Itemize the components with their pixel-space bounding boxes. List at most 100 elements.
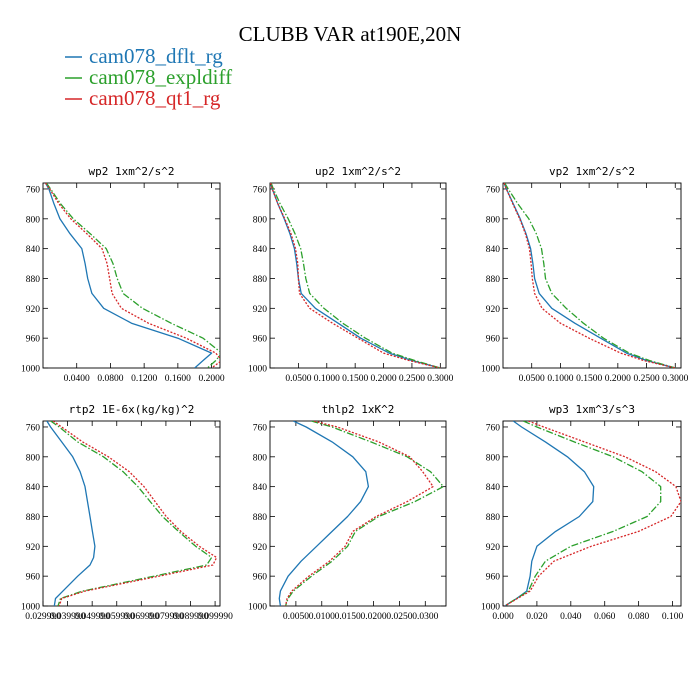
x-tick-label: 0.039990 (50, 612, 86, 622)
legend-label: cam078_expldiff (89, 65, 232, 89)
y-tick-label: 920 (253, 543, 268, 553)
x-tick-label: 0.0400 (64, 374, 90, 384)
y-tick-label: 800 (26, 453, 41, 463)
y-tick-label: 1000 (248, 365, 267, 375)
legend-entry: cam078_qt1_rg (65, 86, 221, 110)
series-line (45, 183, 220, 368)
series-line (44, 183, 213, 368)
series-line (270, 183, 441, 368)
y-tick-label: 1000 (21, 603, 40, 613)
plot-frame (269, 420, 447, 607)
series-line (503, 183, 676, 368)
series-line (284, 421, 434, 606)
plot-frame (502, 182, 682, 369)
y-tick-label: 920 (486, 305, 501, 315)
y-tick-label: 760 (253, 423, 268, 433)
x-tick-label: 0.1000 (314, 374, 340, 384)
y-tick-label: 840 (486, 483, 501, 493)
legend-entry: cam078_dflt_rg (65, 44, 223, 68)
x-tick-label: 0.1500 (576, 374, 602, 384)
y-tick-label: 1000 (21, 365, 40, 375)
x-tick-label: 0.0300 (412, 612, 438, 622)
x-tick-label: 0.0800 (97, 374, 123, 384)
panel: wp2 1xm^2/s^2 760 800 840 880 920 960 1000 0.040… (21, 165, 225, 384)
plot-frame (269, 182, 447, 369)
series-line (504, 421, 595, 606)
panel-title: wp2 1xm^2/s^2 (88, 165, 174, 178)
y-tick-label: 880 (26, 513, 41, 523)
series-line (504, 183, 676, 368)
x-tick-label: 0.080 (628, 612, 650, 622)
plot-frame (42, 420, 221, 607)
y-tick-label: 840 (253, 483, 268, 493)
figure-title: CLUBB VAR at190E,20N (239, 22, 462, 46)
plot-frame (502, 420, 682, 607)
x-tick-label: 0.020 (526, 612, 548, 622)
y-tick-label: 960 (486, 573, 501, 583)
x-tick-label: 0.069990 (124, 612, 160, 622)
y-tick-label: 840 (253, 245, 268, 255)
legend: cam078_dflt_rg cam078_expldiff cam078_qt… (65, 44, 232, 110)
panel: vp2 1xm^2/s^2 760 800 840 880 920 960 1000 0.050… (481, 165, 689, 384)
y-tick-label: 920 (253, 305, 268, 315)
panel: wp3 1xm^3/s^3 760 800 840 880 920 960 10000.000… (481, 403, 683, 622)
y-tick-label: 920 (26, 543, 41, 553)
y-tick-label: 760 (253, 185, 268, 195)
series-line (44, 183, 220, 368)
y-tick-label: 960 (253, 335, 268, 345)
series-line (504, 421, 662, 606)
y-tick-label: 960 (253, 573, 268, 583)
x-tick-label: 0.3000 (662, 374, 688, 384)
x-tick-label: 0.099990 (197, 612, 233, 622)
series-line (46, 421, 96, 606)
y-tick-label: 760 (486, 423, 501, 433)
x-tick-label: 0.1200 (131, 374, 157, 384)
series-line (504, 421, 681, 606)
panel-title: thlp2 1xK^2 (322, 403, 395, 416)
series-line (278, 421, 370, 606)
series-line (52, 421, 218, 606)
x-tick-label: 0.1500 (342, 374, 368, 384)
x-tick-label: 0.1000 (547, 374, 573, 384)
x-tick-label: 0.079990 (148, 612, 184, 622)
x-tick-label: 0.2000 (605, 374, 631, 384)
series-line (503, 183, 676, 368)
x-tick-label: 0.0500 (285, 374, 311, 384)
x-tick-label: 0.100 (662, 612, 684, 622)
panel-title: wp3 1xm^3/s^3 (549, 403, 635, 416)
x-tick-label: 0.0250 (386, 612, 412, 622)
y-tick-label: 800 (253, 453, 268, 463)
x-tick-label: 0.029990 (25, 612, 61, 622)
y-tick-label: 760 (26, 423, 41, 433)
y-tick-label: 960 (26, 573, 41, 583)
panel-title: up2 1xm^2/s^2 (315, 165, 401, 178)
x-tick-label: 0.2500 (633, 374, 659, 384)
series-line (270, 183, 441, 368)
x-tick-label: 0.0200 (360, 612, 386, 622)
y-tick-label: 840 (26, 483, 41, 493)
series-line (284, 421, 445, 606)
x-tick-label: 0.2000 (370, 374, 396, 384)
y-tick-label: 800 (486, 453, 501, 463)
x-tick-label: 0.0100 (309, 612, 335, 622)
legend-label: cam078_dflt_rg (89, 44, 223, 68)
x-tick-label: 0.0500 (519, 374, 545, 384)
x-tick-label: 0.1600 (165, 374, 191, 384)
y-tick-label: 1000 (481, 603, 500, 613)
y-tick-label: 760 (26, 185, 41, 195)
y-tick-label: 960 (26, 335, 41, 345)
panel: rtp2 1E-6x(kg/kg)^2 760 800 840 880 920 960 100… (21, 403, 233, 622)
x-tick-label: 0.049990 (74, 612, 110, 622)
y-tick-label: 1000 (481, 365, 500, 375)
y-tick-label: 920 (26, 305, 41, 315)
y-tick-label: 800 (486, 215, 501, 225)
y-tick-label: 880 (253, 513, 268, 523)
y-tick-label: 880 (26, 275, 41, 285)
x-tick-label: 0.089990 (173, 612, 209, 622)
panel-title: vp2 1xm^2/s^2 (549, 165, 635, 178)
x-tick-label: 0.059990 (99, 612, 135, 622)
legend-label: cam078_qt1_rg (89, 86, 221, 110)
panels-grid: wp2 1xm^2/s^2 760 800 840 880 920 960 1000 0.040… (21, 165, 689, 622)
